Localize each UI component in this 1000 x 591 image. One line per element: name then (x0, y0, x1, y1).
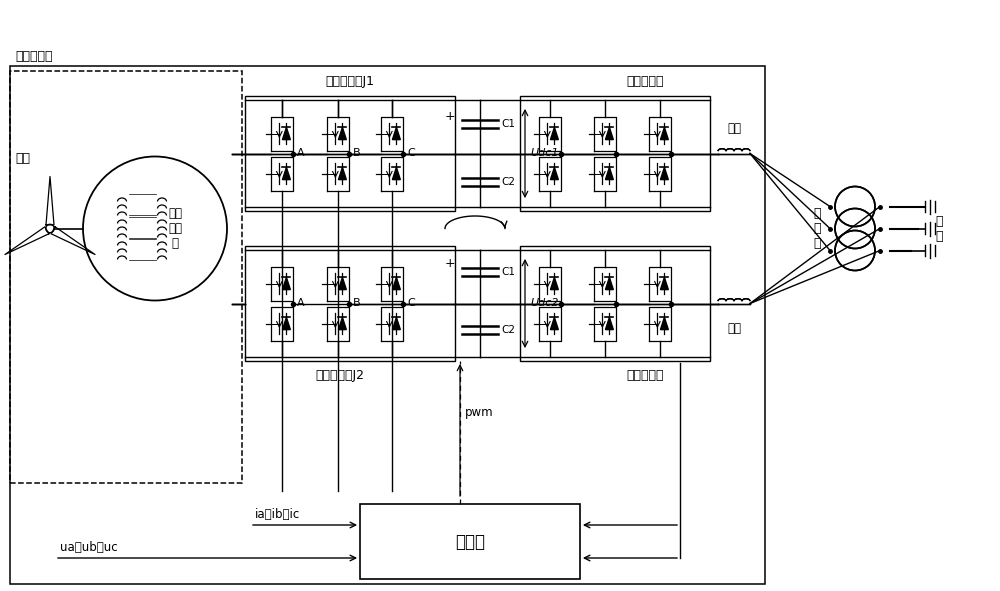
Text: +: + (445, 257, 456, 270)
Polygon shape (338, 167, 346, 180)
Polygon shape (282, 317, 290, 330)
Polygon shape (550, 277, 558, 290)
Polygon shape (605, 277, 613, 290)
Text: A: A (297, 148, 305, 158)
Text: Udc2: Udc2 (530, 298, 558, 309)
Bar (520, 246, 710, 361)
Bar (10, 71, 242, 483)
Bar (520, 96, 710, 211)
Text: 电感: 电感 (727, 122, 741, 135)
Polygon shape (392, 317, 400, 330)
Circle shape (835, 230, 875, 271)
Text: 机侧变流器J2: 机侧变流器J2 (316, 369, 364, 382)
Text: 控制器: 控制器 (455, 532, 485, 550)
Polygon shape (660, 128, 668, 139)
Circle shape (835, 209, 875, 248)
Bar (360, 504, 580, 579)
Text: A: A (297, 298, 305, 309)
Polygon shape (392, 277, 400, 290)
Polygon shape (338, 317, 346, 330)
Polygon shape (605, 317, 613, 330)
Text: 电感: 电感 (727, 322, 741, 335)
Text: 网侧变流器: 网侧变流器 (626, 75, 664, 88)
Polygon shape (338, 277, 346, 290)
Bar (245, 246, 455, 361)
Text: 网侧变流器: 网侧变流器 (626, 369, 664, 382)
Text: 电
网: 电 网 (935, 215, 942, 242)
Text: pwm: pwm (465, 406, 494, 419)
Polygon shape (392, 167, 400, 180)
Polygon shape (550, 128, 558, 139)
Polygon shape (660, 317, 668, 330)
Text: ia、ib、ic: ia、ib、ic (255, 508, 300, 521)
Text: +: + (445, 110, 456, 123)
Text: Udc1: Udc1 (530, 148, 558, 158)
Text: B: B (353, 298, 361, 309)
Polygon shape (282, 167, 290, 180)
Text: C1: C1 (501, 267, 515, 277)
Polygon shape (660, 277, 668, 290)
Polygon shape (660, 167, 668, 180)
Text: 风力发电机: 风力发电机 (15, 50, 52, 63)
Bar (10, 66, 765, 584)
Text: C1: C1 (501, 119, 515, 129)
Text: 机侧变流器J1: 机侧变流器J1 (326, 75, 374, 88)
Text: C2: C2 (501, 325, 515, 335)
Text: C: C (407, 148, 415, 158)
Polygon shape (605, 128, 613, 139)
Text: 永磁
发电
机: 永磁 发电 机 (168, 207, 182, 250)
Bar (245, 96, 455, 211)
Text: C2: C2 (501, 177, 515, 187)
Text: C: C (407, 298, 415, 309)
Polygon shape (605, 167, 613, 180)
Text: B: B (353, 148, 361, 158)
Polygon shape (282, 128, 290, 139)
Polygon shape (550, 317, 558, 330)
Polygon shape (338, 128, 346, 139)
Circle shape (835, 187, 875, 226)
Text: 风轮: 风轮 (15, 152, 30, 165)
Text: ua、ub、uc: ua、ub、uc (60, 541, 118, 554)
Polygon shape (392, 128, 400, 139)
Text: 变
压
器: 变 压 器 (813, 207, 821, 250)
Polygon shape (282, 277, 290, 290)
Polygon shape (550, 167, 558, 180)
